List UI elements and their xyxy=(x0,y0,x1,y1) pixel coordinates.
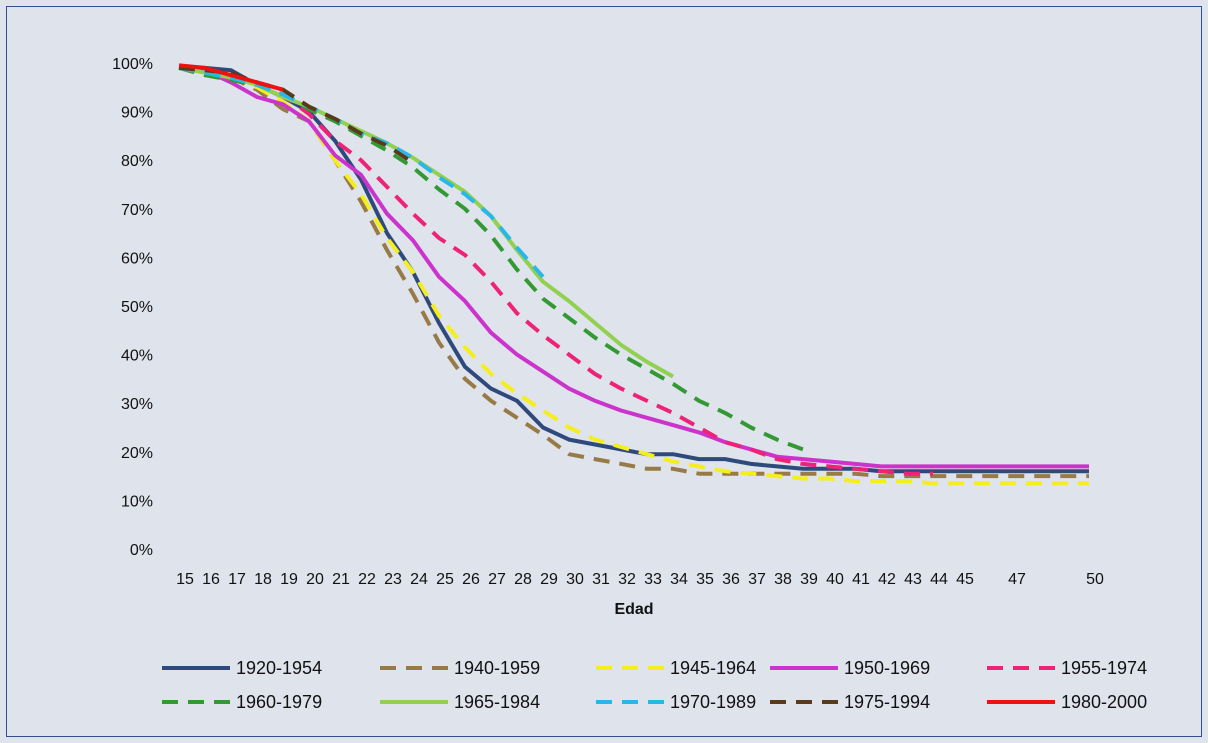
x-tick-label: 25 xyxy=(436,571,454,588)
series-line-1955-1974 xyxy=(178,65,933,476)
x-tick-label: 28 xyxy=(514,571,532,588)
x-tick-label: 24 xyxy=(410,571,428,588)
x-tick-label: 41 xyxy=(852,571,870,588)
line-chart: 0% 10% 20% 30% 40% 50% 60% 70% 80% 90% 100% 15 16 17… xyxy=(112,56,1147,712)
x-tick-label: 20 xyxy=(306,571,324,588)
legend: 1920-1954 1940-1959 1945-1964 1950-1969 1955… xyxy=(162,658,1147,712)
y-tick-label: 100% xyxy=(112,56,153,73)
x-tick-label: 23 xyxy=(384,571,402,588)
x-tick-label: 21 xyxy=(332,571,350,588)
x-tick-label: 26 xyxy=(462,571,480,588)
y-tick-label: 70% xyxy=(121,202,153,219)
legend-entry: 1970-1989 xyxy=(670,692,756,712)
x-tick-label: 50 xyxy=(1086,571,1104,588)
x-tick-label: 29 xyxy=(540,571,558,588)
y-tick-label: 90% xyxy=(121,105,153,122)
legend-entry: 1960-1979 xyxy=(236,692,322,712)
legend-entry: 1940-1959 xyxy=(454,658,540,678)
legend-entry: 1965-1984 xyxy=(454,692,540,712)
x-tick-label: 22 xyxy=(358,571,376,588)
x-tick-label: 47 xyxy=(1008,571,1026,588)
y-tick-label: 60% xyxy=(121,250,153,267)
y-tick-label: 30% xyxy=(121,396,153,413)
series-line-1960-1979 xyxy=(178,65,804,452)
x-tick-label: 34 xyxy=(670,571,688,588)
x-tick-label: 32 xyxy=(618,571,636,588)
y-axis: 0% 10% 20% 30% 40% 50% 60% 70% 80% 90% 100% xyxy=(112,56,153,559)
x-tick-label: 31 xyxy=(592,571,610,588)
x-tick-label: 18 xyxy=(254,571,272,588)
x-tick-label: 39 xyxy=(800,571,818,588)
y-tick-label: 40% xyxy=(121,348,153,365)
legend-entry: 1945-1964 xyxy=(670,658,756,678)
x-tick-label: 40 xyxy=(826,571,844,588)
y-tick-label: 0% xyxy=(130,542,153,559)
x-tick-label: 43 xyxy=(904,571,922,588)
series-line-1965-1984 xyxy=(178,65,674,379)
x-tick-label: 15 xyxy=(176,571,194,588)
x-axis: 15 16 17 18 19 20 21 22 23 24 25 26 27 28 29 30 31 32 33 34… xyxy=(176,571,1104,588)
y-tick-label: 20% xyxy=(121,445,153,462)
series-line-1975-1994 xyxy=(178,65,415,165)
x-tick-label: 37 xyxy=(748,571,766,588)
x-tick-label: 19 xyxy=(280,571,298,588)
chart-frame: 0% 10% 20% 30% 40% 50% 60% 70% 80% 90% 100% 15 16 17… xyxy=(6,6,1202,737)
x-tick-label: 45 xyxy=(956,571,974,588)
y-tick-label: 80% xyxy=(121,153,153,170)
legend-entry: 1975-1994 xyxy=(844,692,930,712)
x-tick-label: 27 xyxy=(488,571,506,588)
x-tick-label: 30 xyxy=(566,571,584,588)
series-line-1980-2000 xyxy=(178,63,284,92)
x-axis-label: Edad xyxy=(614,601,653,618)
legend-entry: 1920-1954 xyxy=(236,658,322,678)
x-tick-label: 17 xyxy=(228,571,246,588)
series-line-1920-1954 xyxy=(179,65,1089,474)
x-tick-label: 44 xyxy=(930,571,948,588)
y-tick-label: 10% xyxy=(121,493,153,510)
x-tick-label: 36 xyxy=(722,571,740,588)
legend-entry: 1950-1969 xyxy=(844,658,930,678)
x-tick-label: 42 xyxy=(878,571,896,588)
x-tick-label: 38 xyxy=(774,571,792,588)
legend-entry: 1980-2000 xyxy=(1061,692,1147,712)
legend-entry: 1955-1974 xyxy=(1061,658,1147,678)
series-line-1950-1969 xyxy=(178,65,1089,469)
x-tick-label: 35 xyxy=(696,571,714,588)
x-tick-label: 16 xyxy=(202,571,220,588)
series-lines xyxy=(178,63,1089,486)
y-tick-label: 50% xyxy=(121,299,153,316)
x-tick-label: 33 xyxy=(644,571,662,588)
